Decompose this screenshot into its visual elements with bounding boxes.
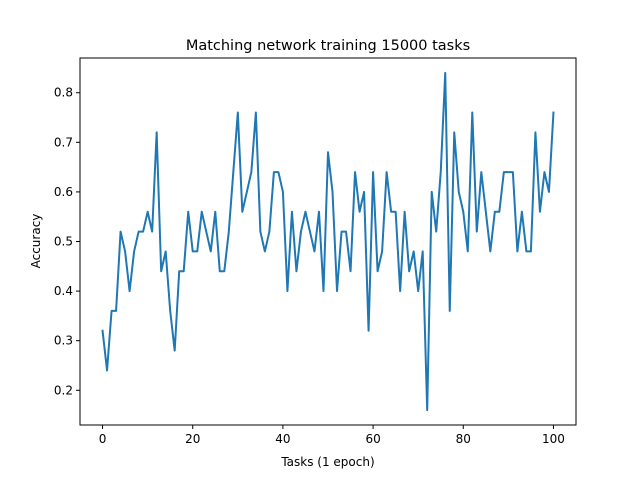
x-axis: 0 20 40 60 80 100 (99, 425, 565, 446)
x-tick-label: 60 (365, 432, 380, 446)
y-tick-label: 0.4 (54, 284, 73, 298)
x-tick-label: 40 (275, 432, 290, 446)
y-tick-label: 0.3 (54, 334, 73, 348)
plot-frame (79, 57, 577, 426)
series-line-0 (101, 71, 555, 412)
x-tick-label: 80 (456, 432, 471, 446)
series-layer (101, 71, 555, 412)
x-tick-label: 20 (185, 432, 200, 446)
y-tick-label: 0.2 (54, 383, 73, 397)
y-tick-label: 0.8 (54, 86, 73, 100)
y-axis-label: Accuracy (29, 214, 43, 269)
y-axis: 0.2 0.3 0.4 0.5 0.6 0.7 0.8 (54, 86, 80, 397)
y-tick-label: 0.7 (54, 135, 73, 149)
x-tick-label: 0 (99, 432, 107, 446)
y-tick-label: 0.5 (54, 235, 73, 249)
chart-title: Matching network training 15000 tasks (186, 38, 470, 54)
y-tick-label: 0.6 (54, 185, 73, 199)
x-tick-label: 100 (542, 432, 565, 446)
x-axis-label: Tasks (1 epoch) (280, 455, 374, 469)
